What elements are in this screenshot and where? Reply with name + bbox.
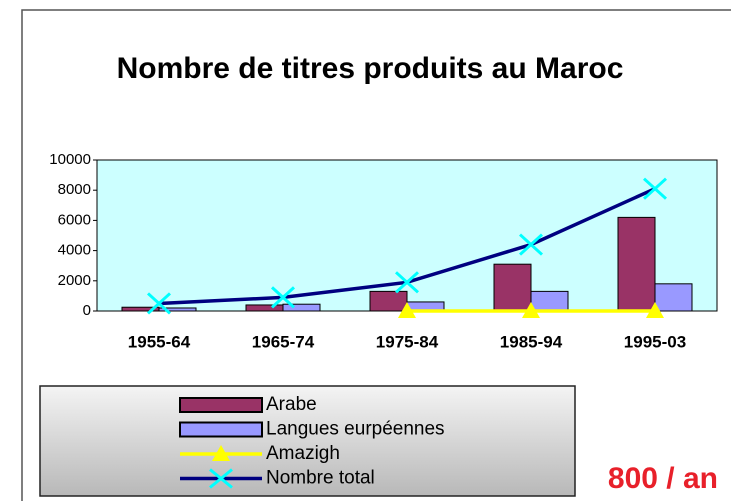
chart-title: Nombre de titres produits au Maroc bbox=[116, 52, 624, 85]
legend-label: Amazigh bbox=[266, 443, 340, 464]
marker bbox=[146, 292, 172, 315]
marker bbox=[642, 177, 668, 200]
legend-box bbox=[39, 385, 576, 497]
marker bbox=[398, 302, 416, 318]
marker bbox=[646, 302, 664, 318]
bar bbox=[282, 303, 321, 312]
y-tick-label: 4000 bbox=[58, 242, 91, 259]
marker bbox=[270, 286, 296, 309]
bar bbox=[617, 216, 656, 312]
bar bbox=[654, 283, 693, 312]
bar bbox=[530, 290, 569, 312]
legend-label: Langues eurpéennes bbox=[266, 419, 445, 440]
y-tick-label: 6000 bbox=[58, 211, 91, 228]
x-tick-label: 1965-74 bbox=[252, 332, 315, 351]
legend-swatch bbox=[179, 397, 263, 413]
legend-swatch bbox=[179, 421, 263, 438]
y-tick-label: 10000 bbox=[49, 151, 91, 168]
legend-marker bbox=[209, 468, 233, 489]
legend-label: Arabe bbox=[266, 394, 317, 415]
y-tick-label: 0 bbox=[83, 302, 91, 319]
y-tick-label: 2000 bbox=[58, 272, 91, 289]
marker bbox=[522, 302, 540, 318]
legend-label: Nombre total bbox=[266, 468, 375, 489]
y-tick-label: 8000 bbox=[58, 181, 91, 198]
bar bbox=[158, 307, 197, 312]
x-tick-label: 1975-84 bbox=[376, 332, 439, 351]
bar bbox=[493, 263, 532, 312]
plot-area bbox=[96, 159, 718, 312]
x-tick-label: 1955-64 bbox=[128, 332, 191, 351]
annotation: 800 / an bbox=[608, 462, 718, 495]
x-tick-label: 1985-94 bbox=[500, 332, 563, 351]
marker bbox=[518, 233, 544, 256]
bar bbox=[369, 290, 408, 312]
x-tick-label: 1995-03 bbox=[624, 332, 686, 351]
marker bbox=[394, 271, 420, 294]
bar bbox=[245, 304, 284, 312]
legend-marker bbox=[212, 445, 230, 461]
